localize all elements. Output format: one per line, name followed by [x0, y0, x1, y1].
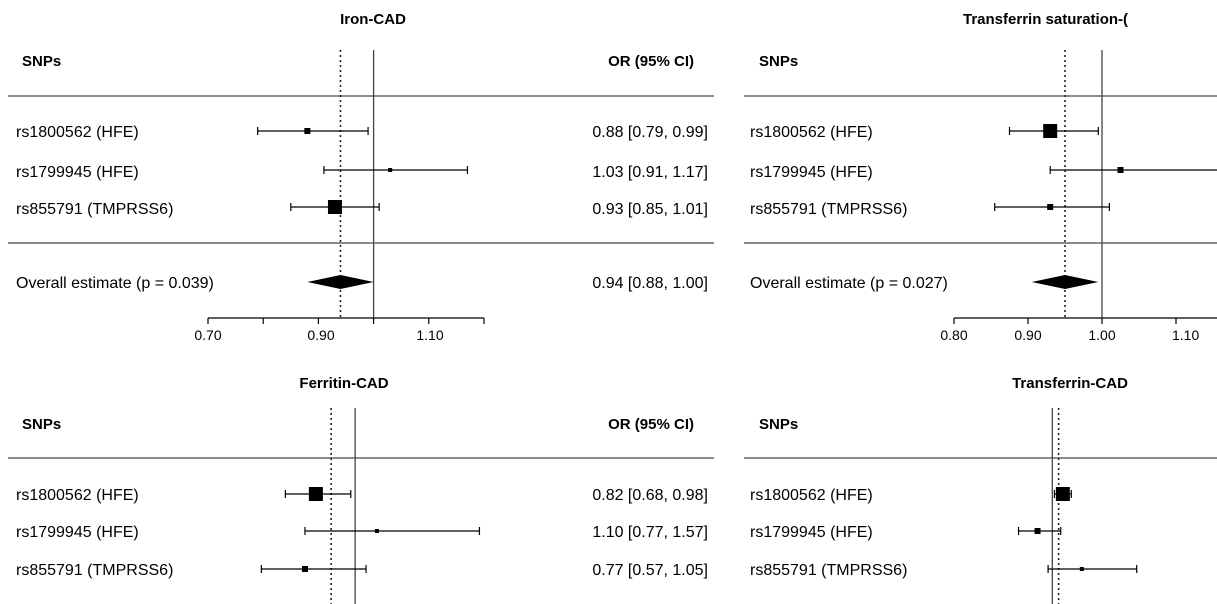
- or-ci-header: OR (95% CI): [608, 416, 694, 433]
- snp-label: rs855791 (TMPRSS6): [16, 201, 173, 218]
- snp-label: rs1800562 (HFE): [750, 487, 873, 504]
- panel-title: Transferrin saturation-(: [963, 11, 1128, 28]
- point-estimate-box: [308, 487, 323, 501]
- snp-label: rs1799945 (HFE): [750, 524, 873, 541]
- x-tick-label: 0.70: [194, 327, 221, 343]
- x-tick-label: 1.00: [1088, 327, 1115, 343]
- point-estimate-box: [1043, 124, 1058, 138]
- ci-value: 0.88 [0.79, 0.99]: [592, 124, 708, 141]
- overall-label: Overall estimate (p = 0.039): [16, 275, 214, 292]
- point-estimate-box: [374, 529, 379, 533]
- panel-title: Transferrin-CAD: [1012, 375, 1128, 392]
- x-tick-label: 1.10: [1172, 327, 1199, 343]
- snp-label: rs1800562 (HFE): [16, 487, 139, 504]
- snp-label: rs1799945 (HFE): [750, 164, 873, 181]
- x-tick-label: 0.80: [940, 327, 967, 343]
- overall-label: Overall estimate (p = 0.027): [750, 275, 948, 292]
- snp-label: rs855791 (TMPRSS6): [750, 201, 907, 218]
- x-tick-label: 1.10: [416, 327, 443, 343]
- ci-value: 1.03 [0.91, 1.17]: [592, 164, 708, 181]
- point-estimate-box: [301, 566, 308, 572]
- snp-label: rs1800562 (HFE): [16, 124, 139, 141]
- ci-value: 0.82 [0.68, 0.98]: [592, 487, 708, 504]
- snps-header: SNPs: [22, 53, 61, 70]
- ci-value: 0.77 [0.57, 1.05]: [592, 562, 708, 579]
- point-estimate-box: [1034, 528, 1041, 534]
- overall-estimate-diamond: [307, 275, 374, 289]
- x-tick-label: 0.90: [307, 327, 334, 343]
- forest-marks: [207, 50, 485, 324]
- panel-title: Iron-CAD: [340, 11, 406, 28]
- snps-header: SNPs: [759, 416, 798, 433]
- overall-estimate-diamond: [1031, 275, 1099, 289]
- forest-marks: [1017, 408, 1138, 604]
- ci-value: 1.10 [0.77, 1.57]: [592, 524, 708, 541]
- point-estimate-box: [1117, 167, 1124, 173]
- panel-iron-cad: Iron-CAD SNPs OR (95% CI) rs1800562 (HFE…: [8, 11, 714, 343]
- or-ci-header: OR (95% CI): [608, 53, 694, 70]
- forest-marks: [953, 50, 1217, 324]
- panel-transferrin-cad: Transferrin-CAD SNPs rs1800562 (HFE) rs1…: [744, 375, 1217, 604]
- snp-label: rs855791 (TMPRSS6): [16, 562, 173, 579]
- point-estimate-box: [1055, 487, 1070, 501]
- snp-label: rs1799945 (HFE): [16, 524, 139, 541]
- panel-ferritin-cad: Ferritin-CAD SNPs OR (95% CI) rs1800562 …: [8, 375, 714, 604]
- point-estimate-box: [1047, 204, 1054, 210]
- panel-title: Ferritin-CAD: [299, 375, 388, 392]
- forest-marks: [260, 408, 481, 604]
- panel-transferrin-saturation-cad: Transferrin saturation-( SNPs rs1800562 …: [744, 11, 1217, 343]
- x-tick-label: 0.90: [1014, 327, 1041, 343]
- point-estimate-box: [327, 200, 342, 214]
- snp-label: rs1800562 (HFE): [750, 124, 873, 141]
- point-estimate-box: [304, 128, 311, 134]
- ci-value: 0.94 [0.88, 1.00]: [592, 275, 708, 292]
- ci-value: 0.93 [0.85, 1.01]: [592, 201, 708, 218]
- snp-label: rs855791 (TMPRSS6): [750, 562, 907, 579]
- point-estimate-box: [1079, 567, 1084, 571]
- snps-header: SNPs: [759, 53, 798, 70]
- point-estimate-box: [388, 168, 393, 172]
- snp-label: rs1799945 (HFE): [16, 164, 139, 181]
- snps-header: SNPs: [22, 416, 61, 433]
